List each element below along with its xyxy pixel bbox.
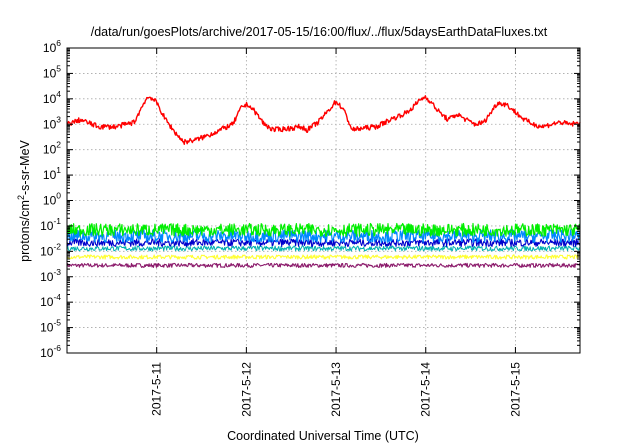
- x-tick-label: 2017-5-11: [150, 362, 164, 416]
- y-axis-label-rest: -s-sr-MeV: [18, 139, 32, 195]
- chart-title: /data/run/goesPlots/archive/2017-05-15/1…: [91, 25, 548, 39]
- y-tick-label: 101: [43, 165, 61, 182]
- series-line: [66, 222, 581, 237]
- series-line: [66, 245, 581, 252]
- y-tick-label: 10-3: [40, 267, 61, 284]
- series-line: [66, 262, 581, 268]
- y-tick-label: 105: [43, 63, 61, 80]
- x-axis: 2017-5-11 2017-5-12 2017-5-13 2017-5-14 2017…: [150, 48, 522, 417]
- y-tick-label: 10-4: [40, 292, 61, 309]
- x-tick-label: 2017-5-14: [419, 362, 433, 417]
- series-line: [66, 254, 581, 260]
- grid-layer: [67, 48, 580, 353]
- x-tick-label: 2017-5-12: [239, 362, 253, 417]
- y-tick-label: 106: [43, 38, 61, 55]
- y-tick-label: 10-1: [40, 216, 61, 233]
- y-tick-label: 104: [43, 89, 61, 106]
- x-axis-label: Coordinated Universal Time (UTC): [227, 429, 419, 443]
- y-axis-label: protons/cm2-s-sr-MeV: [16, 139, 32, 261]
- x-tick-label: 2017-5-13: [329, 362, 343, 417]
- y-tick-label: 102: [43, 140, 61, 157]
- x-tick-label: 2017-5-15: [508, 362, 522, 417]
- y-tick-label: 10-6: [40, 343, 61, 360]
- y-axis-label-sup: 2: [16, 195, 26, 200]
- series-layer: [66, 95, 581, 268]
- y-tick-label: 10-5: [40, 318, 61, 335]
- y-tick-label: 100: [43, 191, 61, 208]
- y-axis: 10-6 10-5 10-4 10-3 10-2 10-1 100 101 102 103 104 1…: [40, 38, 580, 360]
- y-tick-label: 10-2: [40, 241, 61, 258]
- y-axis-label-main: protons/cm: [18, 200, 32, 262]
- series-line: [66, 238, 581, 247]
- series-line: [66, 95, 581, 145]
- y-tick-label: 103: [43, 114, 61, 131]
